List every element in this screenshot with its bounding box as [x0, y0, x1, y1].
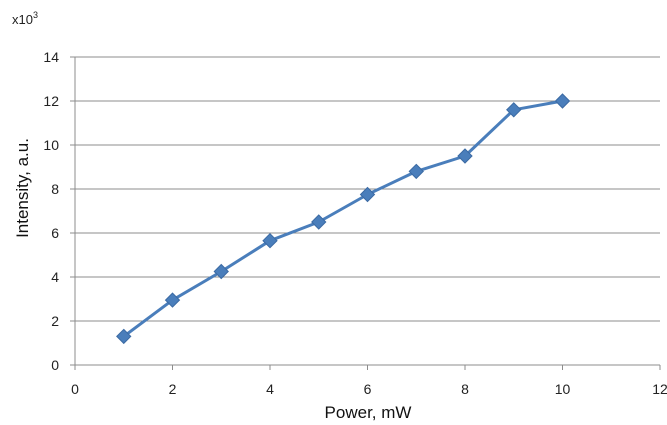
data-point — [213, 263, 229, 280]
x-tick-label: 0 — [71, 381, 79, 397]
y-axis-multiplier-base: x10 — [12, 12, 33, 27]
y-tick-label: 4 — [51, 269, 59, 285]
x-tick-label: 6 — [364, 381, 372, 397]
data-point — [311, 214, 327, 230]
data-point — [164, 292, 181, 308]
x-tick-label: 12 — [652, 381, 667, 397]
data-point — [116, 328, 132, 345]
y-axis-multiplier: x103 — [12, 10, 38, 27]
x-tick-label: 2 — [169, 381, 177, 397]
grid-lines — [75, 56, 660, 322]
data-point — [359, 186, 376, 203]
x-tick-label: 10 — [555, 381, 571, 397]
data-series — [116, 93, 571, 345]
data-point — [408, 163, 424, 180]
series-line — [122, 99, 563, 338]
data-point — [506, 102, 522, 118]
y-tick-label: 6 — [51, 225, 59, 241]
tick-labels: 0 2 4 6 8 10 12 14 0 2 4 6 8 10 12 — [43, 49, 667, 397]
x-tick-label: 8 — [461, 381, 469, 397]
x-axis-title: Power, mW — [325, 403, 412, 422]
x-tick-label: 4 — [266, 381, 274, 397]
y-tick-label: 12 — [43, 93, 59, 109]
y-tick-label: 2 — [51, 313, 59, 329]
data-point — [554, 93, 571, 109]
y-axis-title: Intensity, a.u. — [13, 138, 32, 238]
y-tick-label: 0 — [51, 357, 59, 373]
y-tick-label: 10 — [43, 137, 59, 153]
data-point — [262, 232, 278, 249]
y-axis-multiplier-exponent: 3 — [33, 10, 38, 20]
y-tick-label: 14 — [43, 49, 59, 65]
axes — [70, 56, 661, 370]
data-point — [457, 148, 473, 164]
y-tick-label: 8 — [51, 181, 59, 197]
